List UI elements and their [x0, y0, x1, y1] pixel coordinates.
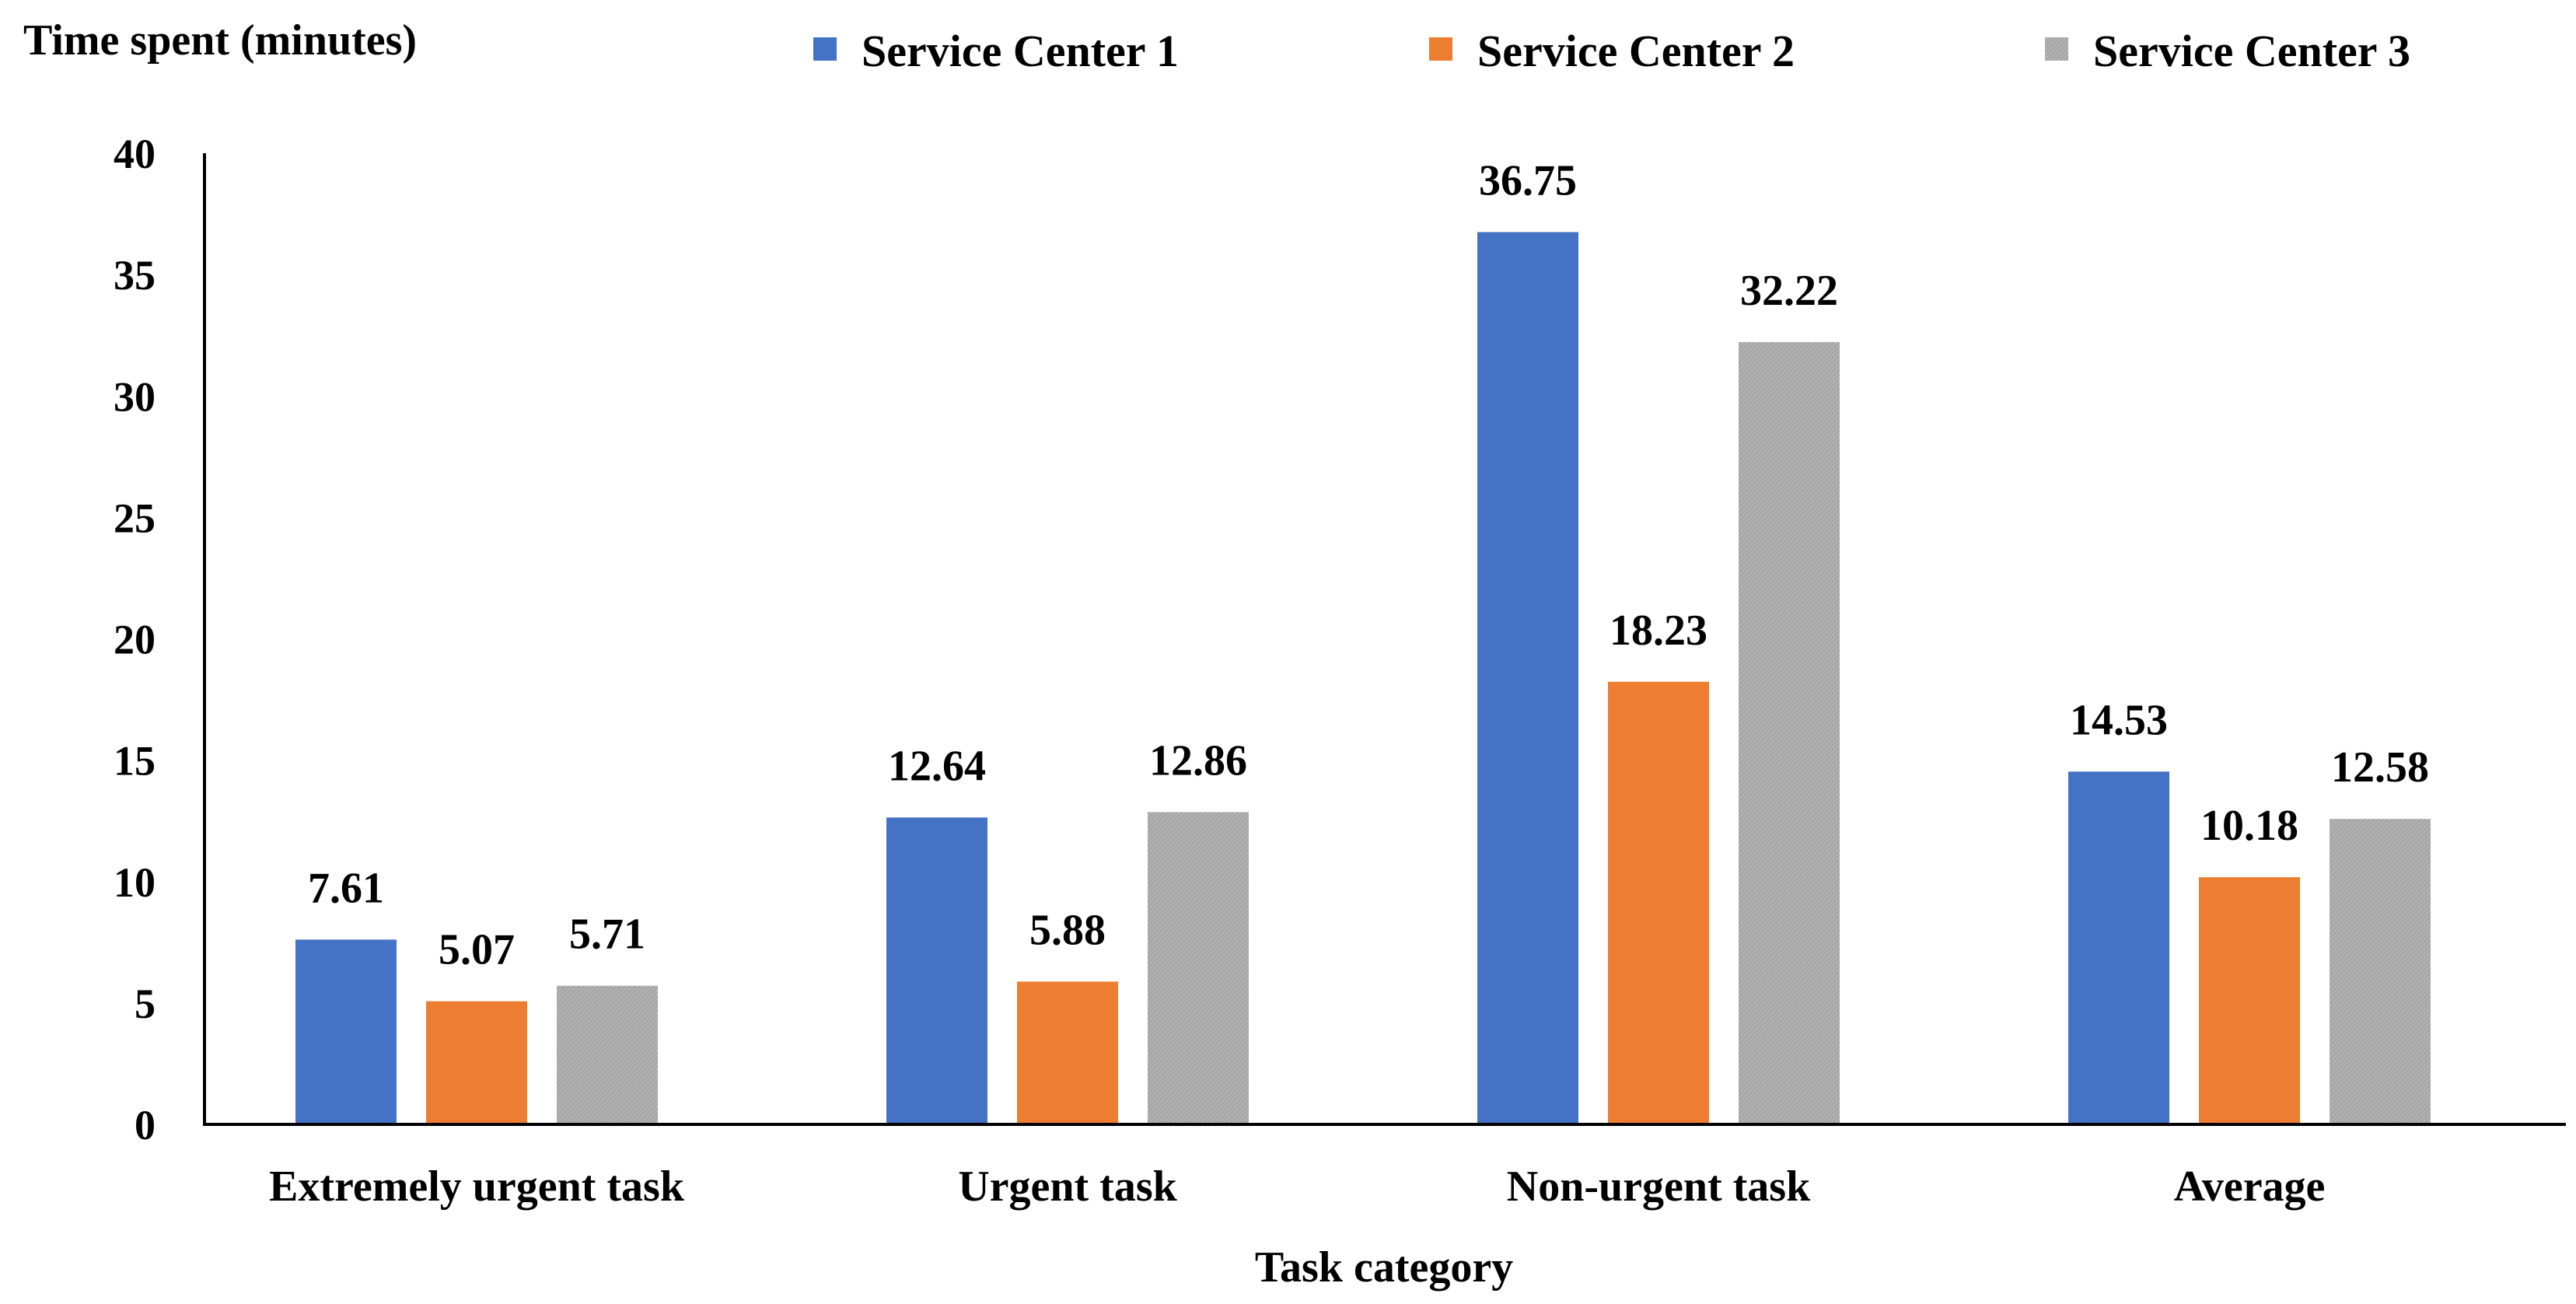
bar-value-label: 36.75 — [1479, 156, 1577, 205]
legend-item: Service Center 2 — [1429, 26, 1795, 76]
bar-service-center-1 — [1477, 232, 1578, 1125]
legend: Service Center 1 Service Center 2 Service … — [813, 26, 2410, 76]
bar-service-center-3 — [557, 985, 658, 1124]
bar-value-label: 18.23 — [1610, 607, 1707, 655]
bar-value-label: 12.86 — [1149, 736, 1247, 785]
legend-label: Service Center 2 — [1477, 26, 1795, 76]
y-tick-label: 10 — [114, 859, 156, 906]
y-tick-label: 20 — [114, 617, 156, 663]
bar-service-center-3 — [1739, 341, 1840, 1124]
legend-swatch — [2045, 37, 2068, 61]
bar-service-center-1 — [295, 939, 397, 1124]
y-axis-ticks: 0 5 10 15 20 25 30 35 40 — [114, 131, 156, 1148]
bar-service-center-2 — [1017, 981, 1118, 1124]
y-tick-label: 30 — [114, 373, 156, 420]
y-tick-label: 25 — [114, 495, 156, 541]
bar-value-label: 5.07 — [439, 926, 515, 974]
value-labels-group: 7.61 12.64 36.75 14.53 5.07 5.88 18.23 10.18 5.7… — [308, 156, 2429, 974]
bar-value-label: 32.22 — [1740, 267, 1838, 315]
bar-value-label: 12.58 — [2331, 743, 2429, 792]
y-tick-label: 15 — [114, 738, 156, 785]
bar-service-center-3 — [2330, 819, 2431, 1124]
bar-value-label: 5.71 — [569, 911, 645, 959]
x-axis-category-labels: Extremely urgent task Urgent task Non-urge… — [269, 1162, 2325, 1211]
x-tick-label: Average — [2174, 1162, 2326, 1211]
legend-item: Service Center 3 — [2045, 26, 2410, 76]
y-tick-label: 40 — [114, 131, 156, 177]
bar-service-center-1 — [886, 817, 987, 1124]
bar-value-label: 12.64 — [888, 742, 986, 790]
legend-label: Service Center 1 — [862, 26, 1179, 76]
y-tick-label: 0 — [135, 1102, 156, 1148]
bar-value-label: 14.53 — [2070, 696, 2168, 744]
bar-value-label: 10.18 — [2200, 802, 2298, 850]
x-tick-label: Urgent task — [958, 1162, 1177, 1211]
y-axis-title: Time spent (minutes) — [23, 16, 417, 65]
x-tick-label: Non-urgent task — [1507, 1162, 1811, 1211]
y-tick-label: 35 — [114, 252, 156, 299]
bar-service-center-2 — [2199, 877, 2300, 1124]
legend-label: Service Center 3 — [2093, 26, 2410, 76]
bar-service-center-2 — [426, 1001, 527, 1124]
bars-group — [295, 232, 2431, 1125]
bar-service-center-1 — [2068, 771, 2169, 1124]
x-tick-label: Extremely urgent task — [269, 1162, 685, 1211]
bar-service-center-3 — [1148, 812, 1249, 1124]
bar-value-label: 5.88 — [1029, 906, 1106, 954]
bar-service-center-2 — [1608, 681, 1709, 1124]
x-axis-title: Task category — [1255, 1243, 1513, 1292]
bar-value-label: 7.61 — [308, 864, 384, 912]
legend-item: Service Center 1 — [813, 26, 1179, 76]
legend-swatch — [813, 37, 837, 61]
legend-swatch — [1429, 37, 1452, 61]
y-tick-label: 5 — [135, 981, 156, 1027]
